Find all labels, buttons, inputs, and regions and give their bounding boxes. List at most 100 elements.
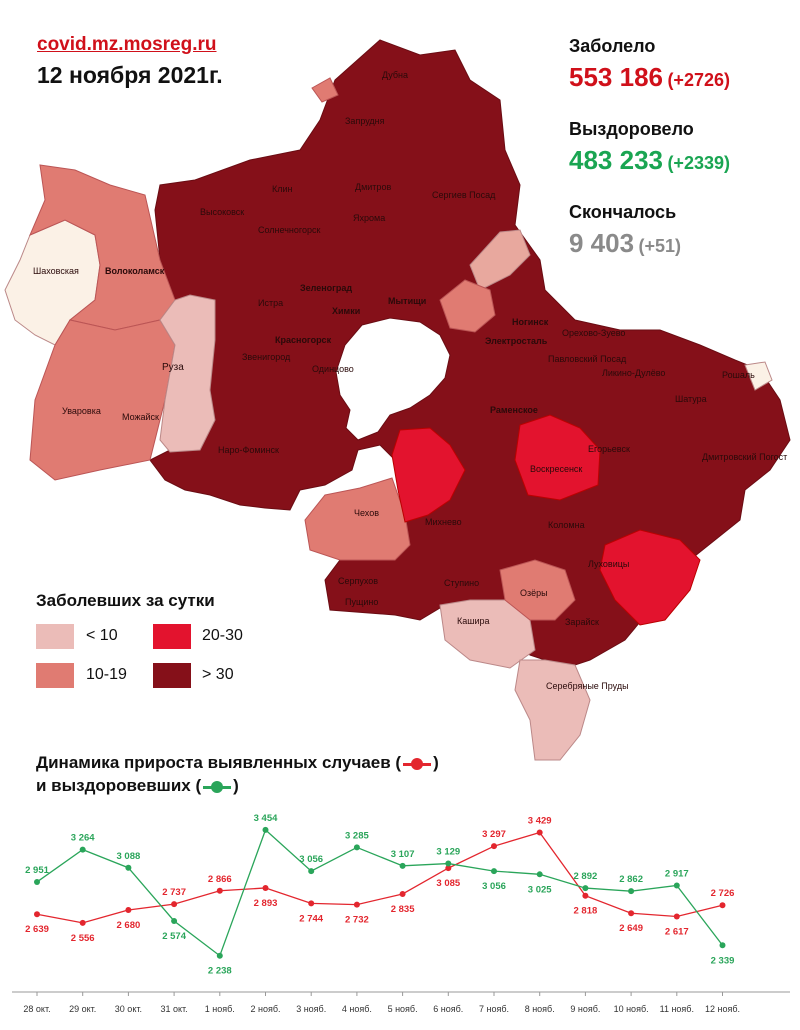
x-tick-label: 12 нояб. bbox=[705, 1004, 740, 1014]
city-label: Шаховская bbox=[33, 266, 79, 276]
city-label: Кашира bbox=[457, 616, 490, 626]
region-voskresensk bbox=[514, 414, 601, 501]
deaths-delta: (+51) bbox=[638, 236, 682, 256]
recovered-point bbox=[536, 871, 543, 878]
legend-label: < 10 bbox=[86, 627, 118, 644]
infected-data-label: 2 835 bbox=[391, 904, 415, 915]
city-label: Руза bbox=[162, 362, 184, 373]
region-ozyory bbox=[499, 559, 576, 621]
map-regions bbox=[4, 39, 791, 761]
region-korolev bbox=[439, 279, 496, 333]
infected-value: 553 186 bbox=[569, 62, 663, 92]
region-roshal-spot bbox=[744, 361, 773, 391]
x-tick-label: 28 окт. bbox=[23, 1004, 50, 1014]
city-label: Запрудня bbox=[345, 116, 385, 126]
city-label: Волоколамск bbox=[105, 266, 165, 276]
recovered-point bbox=[353, 844, 360, 851]
infected-point bbox=[262, 884, 269, 891]
infected-data-label: 2 726 bbox=[711, 888, 735, 899]
city-label: Солнечногорск bbox=[258, 225, 320, 235]
region-chekhov bbox=[304, 477, 411, 561]
recovered-label: Выздоровело bbox=[569, 119, 694, 139]
infected-data-label: 2 818 bbox=[574, 906, 598, 917]
infected-point bbox=[719, 902, 726, 909]
infected-data-label: 2 680 bbox=[117, 920, 141, 931]
infected-data-label: 2 866 bbox=[208, 874, 232, 885]
map-city-labels: Дубна Запрудня Клин Дмитров Сергиев Поса… bbox=[33, 70, 787, 691]
x-tick-label: 6 нояб. bbox=[433, 1004, 463, 1014]
x-tick-label: 30 окт. bbox=[115, 1004, 142, 1014]
infected-label: Заболело bbox=[569, 36, 656, 56]
recovered-data-label: 2 917 bbox=[665, 868, 689, 879]
region-dubna-spot bbox=[311, 77, 339, 103]
city-label: Клин bbox=[272, 184, 293, 194]
recovered-data-label: 2 238 bbox=[208, 966, 232, 977]
infected-data-label: 3 429 bbox=[528, 816, 552, 827]
recovered-point bbox=[719, 942, 726, 949]
recovered-data-label: 3 025 bbox=[528, 884, 552, 895]
moscow-city bbox=[335, 317, 451, 441]
infected-point bbox=[34, 911, 40, 918]
city-label: Серпухов bbox=[338, 576, 378, 586]
city-label: Красногорск bbox=[275, 335, 332, 345]
city-label: Можайск bbox=[122, 412, 159, 422]
recovered-point bbox=[34, 878, 40, 885]
city-label: Истра bbox=[258, 298, 283, 308]
city-label: Егорьевск bbox=[588, 444, 630, 454]
region-serebryanye-prudy bbox=[514, 659, 591, 761]
x-tick-label: 1 нояб. bbox=[205, 1004, 235, 1014]
infected-point bbox=[399, 890, 406, 897]
city-label: Мытищи bbox=[388, 296, 426, 306]
recovered-point bbox=[262, 826, 269, 833]
recovered-marker-icon bbox=[203, 780, 232, 793]
recovered-value: 483 233 bbox=[569, 145, 663, 175]
chart-title-line1: Динамика прироста выявленных случаев () bbox=[36, 753, 439, 773]
recovered-data-label: 3 454 bbox=[254, 813, 278, 824]
city-label: Уваровка bbox=[62, 406, 101, 416]
city-label: Коломна bbox=[548, 520, 585, 530]
city-label: Ликино-Дулёво bbox=[602, 368, 665, 378]
recovered-point bbox=[216, 952, 223, 959]
deaths-block: 9 403 (+51) bbox=[569, 228, 681, 259]
infected-data-label: 2 732 bbox=[345, 915, 369, 926]
recovered-data-label: 3 056 bbox=[299, 854, 323, 865]
legend-label: 20-30 bbox=[202, 627, 243, 644]
city-label: Дубна bbox=[382, 70, 408, 80]
infected-point bbox=[216, 887, 223, 894]
recovered-block: 483 233 (+2339) bbox=[569, 145, 730, 176]
region-kashira bbox=[439, 599, 536, 669]
infected-point bbox=[628, 910, 635, 917]
infected-point bbox=[353, 901, 360, 908]
legend-swatch-20-30 bbox=[153, 624, 191, 649]
legend-label: 10-19 bbox=[86, 666, 127, 683]
city-label: Яхрома bbox=[353, 213, 385, 223]
deaths-value: 9 403 bbox=[569, 228, 635, 258]
infected-point bbox=[582, 892, 589, 899]
recovered-data-label: 2 951 bbox=[25, 865, 49, 876]
chart-title-text: и выздоровевших ( bbox=[36, 776, 202, 795]
city-label: Павловский Посад bbox=[548, 354, 627, 364]
city-label: Серебряные Пруды bbox=[546, 681, 629, 691]
x-tick-label: 4 нояб. bbox=[342, 1004, 372, 1014]
city-label: Воскресенск bbox=[530, 464, 582, 474]
report-date: 12 ноября 2021г. bbox=[37, 62, 223, 88]
recovered-delta: (+2339) bbox=[667, 153, 730, 173]
recovered-data-label: 2 862 bbox=[619, 874, 643, 885]
chart-marks: 28 окт. 29 окт. 30 окт. 31 окт. 1 нояб. 2 ноя… bbox=[23, 813, 740, 1014]
city-label: Сергиев Посад bbox=[432, 190, 496, 200]
city-label: Озёры bbox=[520, 588, 548, 598]
recovered-data-label: 3 129 bbox=[436, 847, 460, 858]
source-link[interactable]: covid.mz.mosreg.ru bbox=[37, 34, 217, 55]
recovered-point bbox=[399, 862, 406, 869]
legend-swatch-lt10 bbox=[36, 624, 74, 649]
infected-point bbox=[445, 865, 452, 872]
city-label: Химки bbox=[332, 306, 360, 316]
recovered-data-label: 3 107 bbox=[391, 849, 415, 860]
recovered-point bbox=[673, 882, 680, 889]
region-mozhaisk bbox=[29, 319, 176, 481]
deaths-label: Скончалось bbox=[569, 202, 677, 222]
infected-data-label: 3 297 bbox=[482, 829, 506, 840]
recovered-data-label: 3 056 bbox=[482, 881, 506, 892]
infected-point bbox=[79, 919, 86, 926]
recovered-point bbox=[628, 888, 635, 895]
